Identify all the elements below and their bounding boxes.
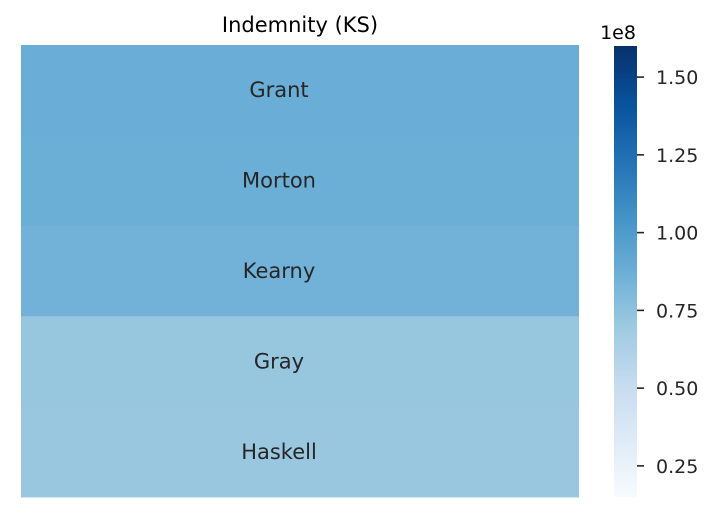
heatmap-cell-label: Grant	[249, 78, 308, 102]
colorbar-ticks: 0.25 0.50 0.75 1.00 1.25 1.50	[637, 67, 698, 478]
heatmap-cell-kearny	[21, 225, 579, 317]
chart-title: Indemnity (KS)	[222, 13, 378, 37]
colorbar-tick-label: 0.25	[656, 456, 698, 478]
colorbar-tick-label: 1.50	[656, 67, 698, 89]
heatmap-cell-gray	[21, 316, 579, 408]
heatmap-cells	[21, 45, 579, 498]
heatmap-cell-label: Gray	[254, 349, 304, 373]
colorbar	[614, 46, 637, 497]
heatmap-cell-grant	[21, 45, 579, 136]
heatmap-cell-label: Morton	[242, 169, 316, 193]
heatmap-cell-label: Haskell	[241, 440, 317, 464]
colorbar-tick-label: 1.00	[656, 223, 698, 245]
heatmap-cell-labels: Grant Morton Kearny Gray Haskell	[241, 78, 317, 464]
heatmap-cell-morton	[21, 135, 579, 227]
colorbar-tick-label: 0.75	[656, 300, 698, 322]
colorbar-tick-label: 0.50	[656, 378, 698, 400]
colorbar-scale-label: 1e8	[600, 22, 636, 44]
colorbar-tick-label: 1.25	[656, 145, 698, 167]
heatmap-cell-label: Kearny	[243, 259, 316, 283]
heatmap-cell-haskell	[21, 406, 579, 498]
